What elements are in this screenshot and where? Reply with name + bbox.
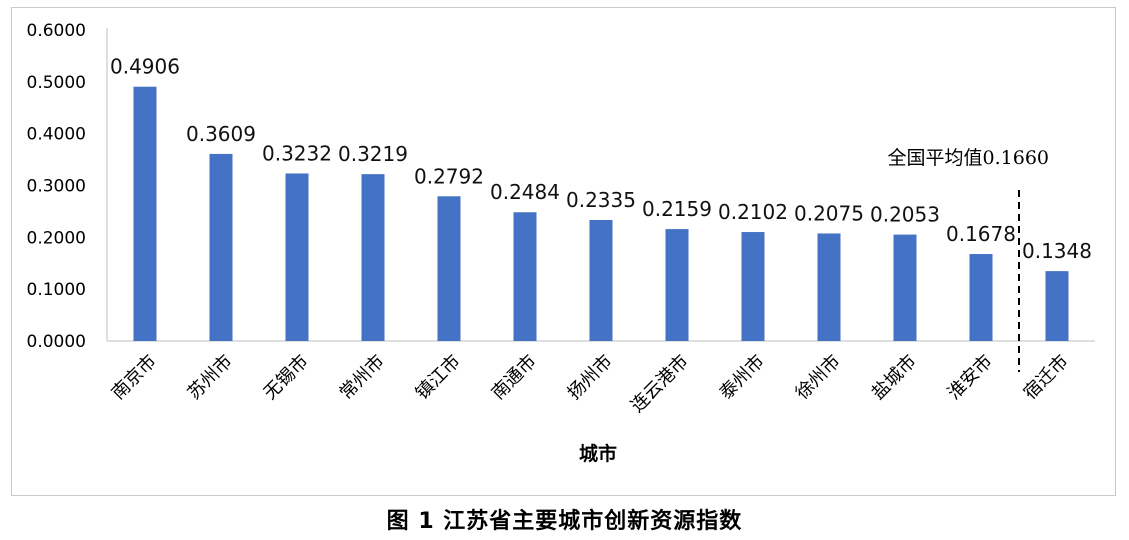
x-tick-label: 泰州市 xyxy=(716,351,769,404)
x-tick-label: 无锡市 xyxy=(260,351,313,404)
x-tick-label: 苏州市 xyxy=(184,351,237,404)
bar xyxy=(1045,271,1069,341)
data-label: 0.2075 xyxy=(794,201,864,225)
bar xyxy=(361,174,385,341)
data-label: 0.2053 xyxy=(870,203,940,227)
x-tick-label: 扬州市 xyxy=(564,351,617,404)
figure-caption: 图 1 江苏省主要城市创新资源指数 xyxy=(386,509,743,534)
data-label: 0.2484 xyxy=(490,180,560,204)
x-tick-label: 南京市 xyxy=(108,351,161,404)
x-tick-label: 盐城市 xyxy=(868,351,921,404)
bar xyxy=(893,234,917,341)
y-tick-label: 0.6000 xyxy=(27,21,86,41)
bar xyxy=(665,229,689,341)
y-tick-label: 0.4000 xyxy=(27,125,86,145)
y-tick-label: 0.0000 xyxy=(27,332,86,352)
data-label: 0.2159 xyxy=(642,197,712,221)
reference-line-label: 全国平均值0.1660 xyxy=(888,147,1049,169)
data-label: 0.2792 xyxy=(414,164,484,188)
x-tick-label: 镇江市 xyxy=(412,351,465,404)
bar xyxy=(513,212,537,341)
x-axis-title: 城市 xyxy=(579,442,617,465)
x-tick-label: 淮安市 xyxy=(944,351,997,404)
bar xyxy=(209,153,233,341)
data-label: 0.1678 xyxy=(946,222,1016,246)
y-tick-label: 0.2000 xyxy=(27,228,86,248)
y-tick-label: 0.1000 xyxy=(27,280,86,300)
data-label: 0.4906 xyxy=(110,55,180,79)
data-label: 0.1348 xyxy=(1022,239,1092,263)
bar xyxy=(437,196,461,341)
bar xyxy=(969,254,993,341)
data-label: 0.2102 xyxy=(718,200,788,224)
bar xyxy=(133,86,157,342)
x-tick-label: 南通市 xyxy=(488,351,541,404)
data-label: 0.2335 xyxy=(566,188,636,212)
x-tick-label: 徐州市 xyxy=(792,351,845,404)
x-tick-label: 宿迁市 xyxy=(1020,351,1073,404)
x-tick-label: 常州市 xyxy=(336,351,389,404)
data-label: 0.3232 xyxy=(262,141,332,165)
bar-chart: 0.0000 0.1000 0.2000 0.3000 0.4000 0.5000 0.60… xyxy=(27,21,1095,465)
chart-frame xyxy=(11,7,1116,496)
y-tick-label: 0.5000 xyxy=(27,73,86,93)
bar xyxy=(741,232,765,341)
data-label: 0.3609 xyxy=(186,122,256,146)
bar xyxy=(285,173,309,341)
bar xyxy=(817,233,841,341)
x-tick-label: 连云港市 xyxy=(627,351,693,417)
y-tick-label: 0.3000 xyxy=(27,177,86,197)
bar xyxy=(589,219,613,341)
data-label: 0.3219 xyxy=(338,142,408,166)
